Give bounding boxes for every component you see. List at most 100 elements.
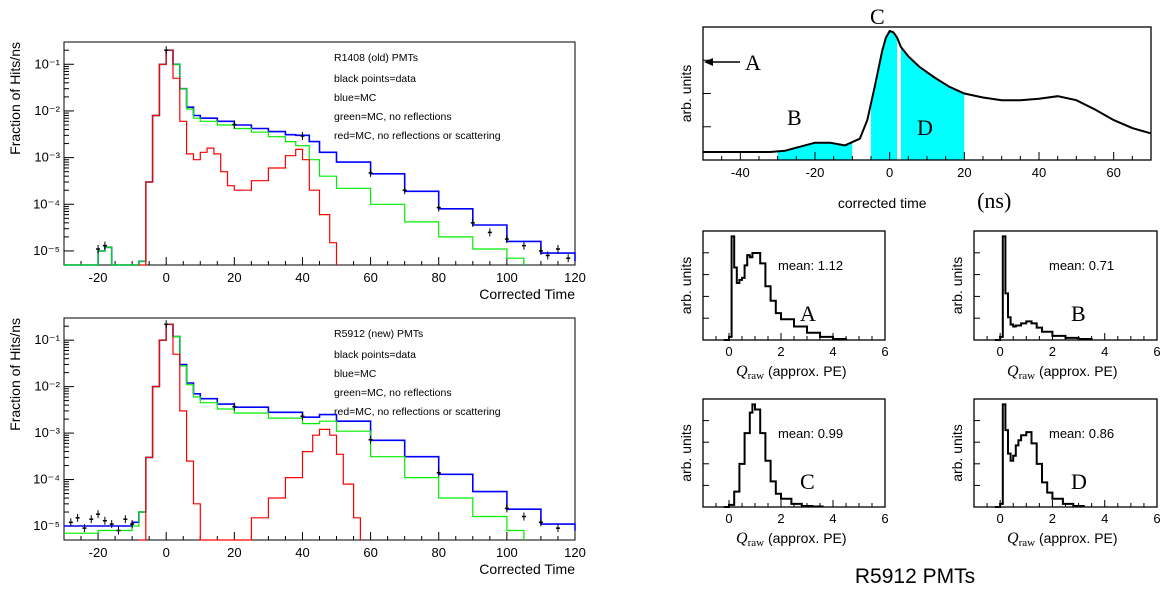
series-line-2 — [64, 323, 525, 540]
x-tick-label: 2 — [777, 511, 784, 526]
y-tick-label: 10⁻¹ — [34, 332, 60, 347]
y-tick-label: 10⁻⁵ — [33, 518, 60, 533]
x-tick-label: 60 — [1106, 165, 1120, 180]
x-tick-label: 120 — [564, 545, 586, 560]
time-distribution-panel: -40 -20 0 20 40 60 corrected time (ns) arb. unit… — [678, 4, 1152, 213]
x-tick-label: 0 — [725, 511, 732, 526]
charge-histogram — [723, 403, 824, 508]
x-tick-label: 60 — [363, 270, 377, 285]
x-tick-label: 6 — [881, 511, 888, 526]
legend-entry: green=MC, no reflections — [334, 111, 452, 123]
plot-frame — [63, 41, 576, 266]
x-axis-label: Qraw (approx. PE) — [1007, 530, 1118, 549]
mean-label: mean: 0.71 — [1049, 258, 1114, 273]
series-line-1 — [64, 49, 576, 266]
charge-panel-b: 0 2 4 6 Qraw (approx. PE) arb. units mean: 0.7… — [949, 230, 1161, 382]
panel-label: D — [1071, 469, 1087, 494]
y-axis-label: arb. units — [678, 424, 694, 482]
y-axis-label: Fraction of Hits/ns — [7, 42, 23, 155]
x-axis-label: Qraw (approx. PE) — [736, 363, 847, 382]
x-tick-label: -20 — [89, 545, 108, 560]
x-tick-label: 100 — [496, 270, 518, 285]
charge-panel-a: 0 2 4 6 Qraw (approx. PE) arb. units mean: 1.1… — [678, 230, 889, 382]
y-axis-label: arb. units — [949, 257, 965, 315]
panel-label: C — [800, 469, 815, 494]
legend-entry: black points=data — [334, 349, 416, 361]
x-tick-label: 20 — [227, 270, 241, 285]
legend-title: R1408 (old) PMTs — [334, 52, 418, 64]
x-tick-label: 0 — [725, 344, 732, 359]
x-tick-label: 2 — [1049, 511, 1056, 526]
legend-entry: red=MC, no reflections or scattering — [334, 406, 501, 418]
arrow-head — [704, 58, 713, 66]
region-label-c: C — [870, 4, 885, 29]
plot-frame — [702, 398, 886, 508]
time-curve — [703, 29, 1152, 153]
x-axis-unit: (ns) — [977, 188, 1011, 213]
charge-histogram — [723, 235, 847, 341]
x-tick-label: -20 — [806, 165, 825, 180]
x-tick-label: 0 — [997, 511, 1004, 526]
legend-entry: green=MC, no reflections — [334, 387, 452, 399]
figure-title: R5912 PMTs — [855, 565, 975, 588]
x-tick-label: 120 — [564, 270, 586, 285]
legend-entry: blue=MC — [334, 92, 377, 104]
y-tick-label: 10⁻² — [34, 103, 60, 118]
x-tick-label: 0 — [997, 344, 1004, 359]
panel-label: B — [1071, 301, 1086, 326]
x-tick-label: 2 — [777, 344, 784, 359]
x-tick-label: 40 — [295, 270, 309, 285]
legend-entry: black points=data — [334, 73, 416, 85]
x-tick-label: 4 — [1101, 344, 1108, 359]
y-tick-label: 10⁻⁴ — [33, 472, 60, 487]
x-axis-label: corrected time — [838, 195, 927, 211]
x-tick-label: 0 — [886, 165, 893, 180]
mean-label: mean: 1.12 — [778, 258, 843, 273]
x-tick-label: 4 — [1101, 511, 1108, 526]
y-tick-label: 10⁻¹ — [34, 56, 60, 71]
x-tick-label: 4 — [829, 344, 836, 359]
charge-panel-d: 0 2 4 6 Qraw (approx. PE) arb. units mean: 0.8… — [949, 398, 1161, 549]
x-tick-label: 40 — [1032, 165, 1046, 180]
x-tick-label: 20 — [957, 165, 971, 180]
x-tick-label: 0 — [163, 545, 170, 560]
series-line-3 — [138, 323, 361, 541]
x-tick-label: 6 — [881, 344, 888, 359]
region-label-b: B — [787, 105, 802, 130]
y-tick-label: 10⁻⁴ — [33, 196, 60, 211]
x-tick-label: 60 — [363, 545, 377, 560]
x-tick-label: 100 — [496, 545, 518, 560]
y-axis-label: arb. units — [949, 424, 965, 482]
y-axis-label: arb. units — [678, 65, 694, 123]
charge-panel-c: 0 2 4 6 Qraw (approx. PE) arb. units mean: 0.9… — [678, 398, 889, 549]
shaded-region-1 — [777, 142, 853, 160]
x-axis-label: Qraw (approx. PE) — [736, 530, 847, 549]
x-tick-label: 2 — [1049, 344, 1056, 359]
legend-entry: red=MC, no reflections or scattering — [334, 130, 501, 142]
mean-label: mean: 0.86 — [1049, 426, 1114, 441]
x-axis-label: Corrected Time — [479, 561, 575, 577]
charge-histogram — [994, 235, 1093, 341]
y-tick-label: 10⁻³ — [34, 150, 60, 165]
series-line-1 — [64, 323, 576, 531]
x-tick-label: -40 — [731, 165, 750, 180]
legend-entry: blue=MC — [334, 368, 377, 380]
x-tick-label: 4 — [829, 511, 836, 526]
legend-title: R5912 (new) PMTs — [334, 328, 423, 340]
series-line-2 — [64, 49, 525, 266]
plot-frame — [973, 230, 1158, 341]
x-axis-label: Corrected Time — [479, 286, 575, 302]
y-tick-label: 10⁻⁵ — [33, 243, 60, 258]
shaded-region-2 — [871, 31, 898, 160]
log-timing-panel-1: -20 0 20 40 60 80 100 120 10⁻⁵ 10⁻⁴ 10⁻³ 10⁻² 10⁻¹ Co… — [7, 41, 586, 302]
x-tick-label: -20 — [89, 270, 108, 285]
charge-histogram — [994, 403, 1085, 508]
x-tick-label: 80 — [431, 545, 445, 560]
y-axis-label: arb. units — [678, 257, 694, 315]
x-tick-label: 6 — [1153, 344, 1160, 359]
series-line-3 — [138, 49, 338, 266]
mean-label: mean: 0.99 — [778, 426, 843, 441]
region-label-d: D — [917, 115, 933, 140]
x-axis-label: Qraw (approx. PE) — [1007, 363, 1118, 382]
